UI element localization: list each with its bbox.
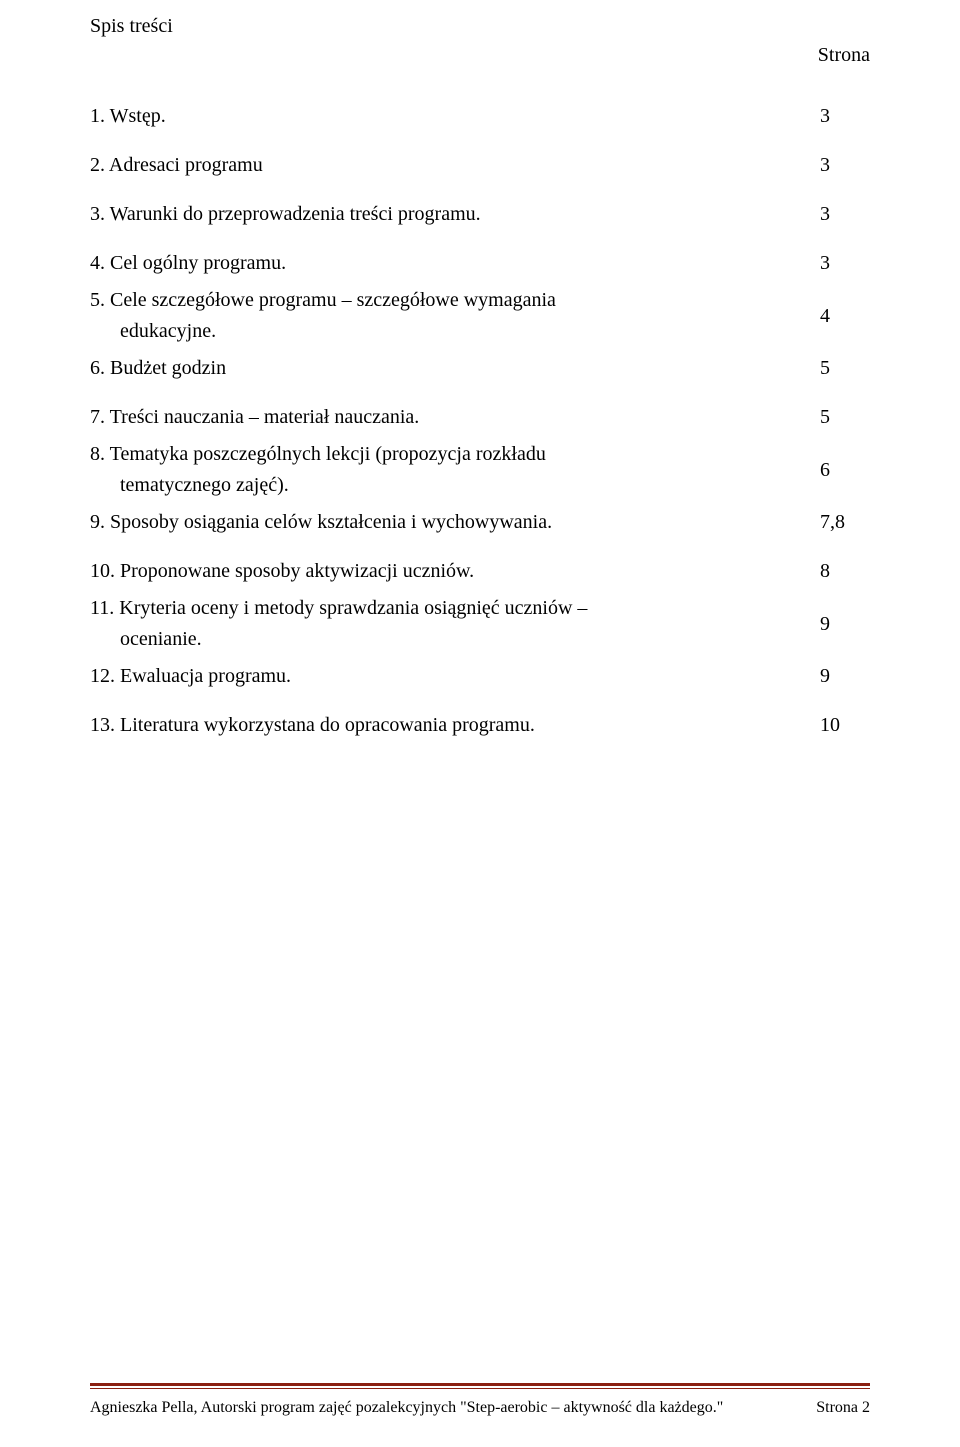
toc-item-page: 5 — [820, 353, 870, 384]
toc-item-page: 3 — [820, 199, 870, 230]
toc-item: 10. Proponowane sposoby aktywizacji uczn… — [90, 556, 870, 587]
footer-rule-thin — [90, 1388, 870, 1389]
toc-item-label-line1: 11. Kryteria oceny i metody sprawdzania … — [90, 597, 587, 619]
toc-item: 2. Adresaci programu 3 — [90, 150, 870, 181]
toc-item: 7. Treści nauczania – materiał nauczania… — [90, 402, 870, 433]
toc-item-page: 7,8 — [820, 507, 870, 538]
toc-item-label: 1. Wstęp. — [90, 101, 820, 132]
column-header-page: Strona — [90, 44, 870, 67]
toc-item-label: 10. Proponowane sposoby aktywizacji uczn… — [90, 556, 820, 587]
toc-item-label: 6. Budżet godzin — [90, 353, 820, 384]
toc-item: 3. Warunki do przeprowadzenia treści pro… — [90, 199, 870, 230]
toc-item-page: 9 — [820, 661, 870, 692]
toc-item-label: 7. Treści nauczania – materiał nauczania… — [90, 402, 820, 433]
toc-item: 5. Cele szczegółowe programu – szczegóło… — [90, 285, 870, 347]
footer-left: Agnieszka Pella, Autorski program zajęć … — [90, 1399, 723, 1417]
toc-heading: Spis treści — [90, 15, 870, 38]
toc-item: 13. Literatura wykorzystana do opracowan… — [90, 710, 870, 741]
footer-text: Agnieszka Pella, Autorski program zajęć … — [90, 1399, 870, 1417]
toc-item-label-line2: ocenianie. — [90, 624, 800, 655]
toc-item-page: 6 — [820, 455, 870, 486]
toc-item-label: 4. Cel ogólny programu. — [90, 248, 820, 279]
toc-item: 11. Kryteria oceny i metody sprawdzania … — [90, 593, 870, 655]
footer-right: Strona 2 — [816, 1399, 870, 1417]
toc-item-page: 5 — [820, 402, 870, 433]
toc-item-label: 8. Tematyka poszczególnych lekcji (propo… — [90, 439, 820, 501]
toc-item: 8. Tematyka poszczególnych lekcji (propo… — [90, 439, 870, 501]
toc-item-label: 9. Sposoby osiągania celów kształcenia i… — [90, 507, 820, 538]
toc-item-page: 4 — [820, 301, 870, 332]
toc-item-label: 5. Cele szczegółowe programu – szczegóło… — [90, 285, 820, 347]
toc-item: 1. Wstęp. 3 — [90, 101, 870, 132]
toc-item-label-line1: 8. Tematyka poszczególnych lekcji (propo… — [90, 443, 546, 465]
toc-item-page: 10 — [820, 710, 870, 741]
toc-item-label-line2: tematycznego zajęć). — [90, 470, 800, 501]
footer-rule-thick — [90, 1383, 870, 1386]
toc-item-label: 13. Literatura wykorzystana do opracowan… — [90, 710, 820, 741]
toc-item: 12. Ewaluacja programu. 9 — [90, 661, 870, 692]
toc-item-label: 3. Warunki do przeprowadzenia treści pro… — [90, 199, 820, 230]
table-of-contents: 1. Wstęp. 3 2. Adresaci programu 3 3. Wa… — [90, 101, 870, 741]
page-footer: Agnieszka Pella, Autorski program zajęć … — [90, 1383, 870, 1417]
toc-item-page: 3 — [820, 101, 870, 132]
toc-item-label: 12. Ewaluacja programu. — [90, 661, 820, 692]
toc-item: 9. Sposoby osiągania celów kształcenia i… — [90, 507, 870, 538]
toc-item-page: 3 — [820, 248, 870, 279]
toc-item-page: 8 — [820, 556, 870, 587]
page-content: Spis treści Strona 1. Wstęp. 3 2. Adresa… — [0, 0, 960, 741]
toc-item-label: 11. Kryteria oceny i metody sprawdzania … — [90, 593, 820, 655]
toc-item-page: 3 — [820, 150, 870, 181]
toc-item: 4. Cel ogólny programu. 3 — [90, 248, 870, 279]
toc-item-label-line1: 5. Cele szczegółowe programu – szczegóło… — [90, 289, 556, 311]
toc-item-page: 9 — [820, 609, 870, 640]
toc-item: 6. Budżet godzin 5 — [90, 353, 870, 384]
toc-item-label-line2: edukacyjne. — [90, 316, 800, 347]
toc-item-label: 2. Adresaci programu — [90, 150, 820, 181]
